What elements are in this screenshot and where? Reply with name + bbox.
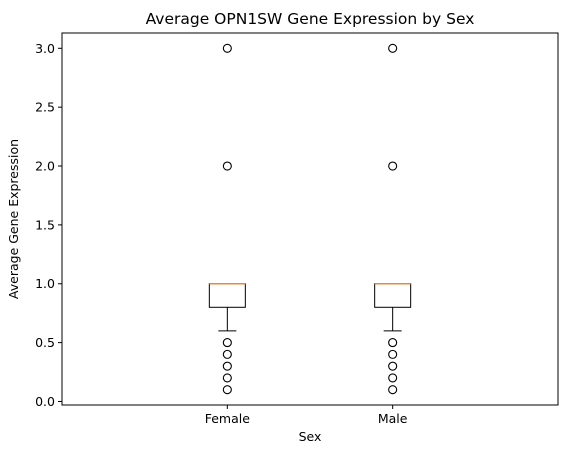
y-tick-label: 0.5 <box>35 335 55 350</box>
outlier-point <box>222 349 232 359</box>
plot-frame <box>61 32 559 406</box>
y-tick-label: 3.0 <box>35 41 55 56</box>
outlier-point <box>388 385 398 395</box>
y-tick-label: 1.0 <box>35 276 55 291</box>
y-tick-label: 2.5 <box>35 100 55 115</box>
y-tick-label: 1.5 <box>35 217 55 232</box>
y-tick-label: 0.0 <box>35 394 55 409</box>
y-axis-label: Average Gene Expression <box>6 139 21 299</box>
outlier-point <box>388 43 398 53</box>
outlier-point <box>222 338 232 348</box>
plot-area: 0.0 0.5 1.0 1.5 2.0 2.5 3.0 Female Male <box>35 41 412 426</box>
outlier-point <box>388 349 398 359</box>
outlier-point <box>388 373 398 383</box>
outlier-point <box>222 361 232 371</box>
iqr-box <box>208 283 246 308</box>
outlier-point <box>388 361 398 371</box>
outlier-point <box>388 338 398 348</box>
x-tick-label: Male <box>378 411 408 426</box>
y-tick-label: 2.0 <box>35 159 55 174</box>
iqr-box <box>374 283 412 308</box>
x-tick-label: Female <box>205 411 251 426</box>
outlier-point <box>222 43 232 53</box>
outlier-point <box>222 373 232 383</box>
chart-title: Average OPN1SW Gene Expression by Sex <box>146 10 475 28</box>
outlier-point <box>388 161 398 171</box>
x-axis-label: Sex <box>299 429 322 444</box>
outlier-point <box>222 385 232 395</box>
outlier-point <box>222 161 232 171</box>
